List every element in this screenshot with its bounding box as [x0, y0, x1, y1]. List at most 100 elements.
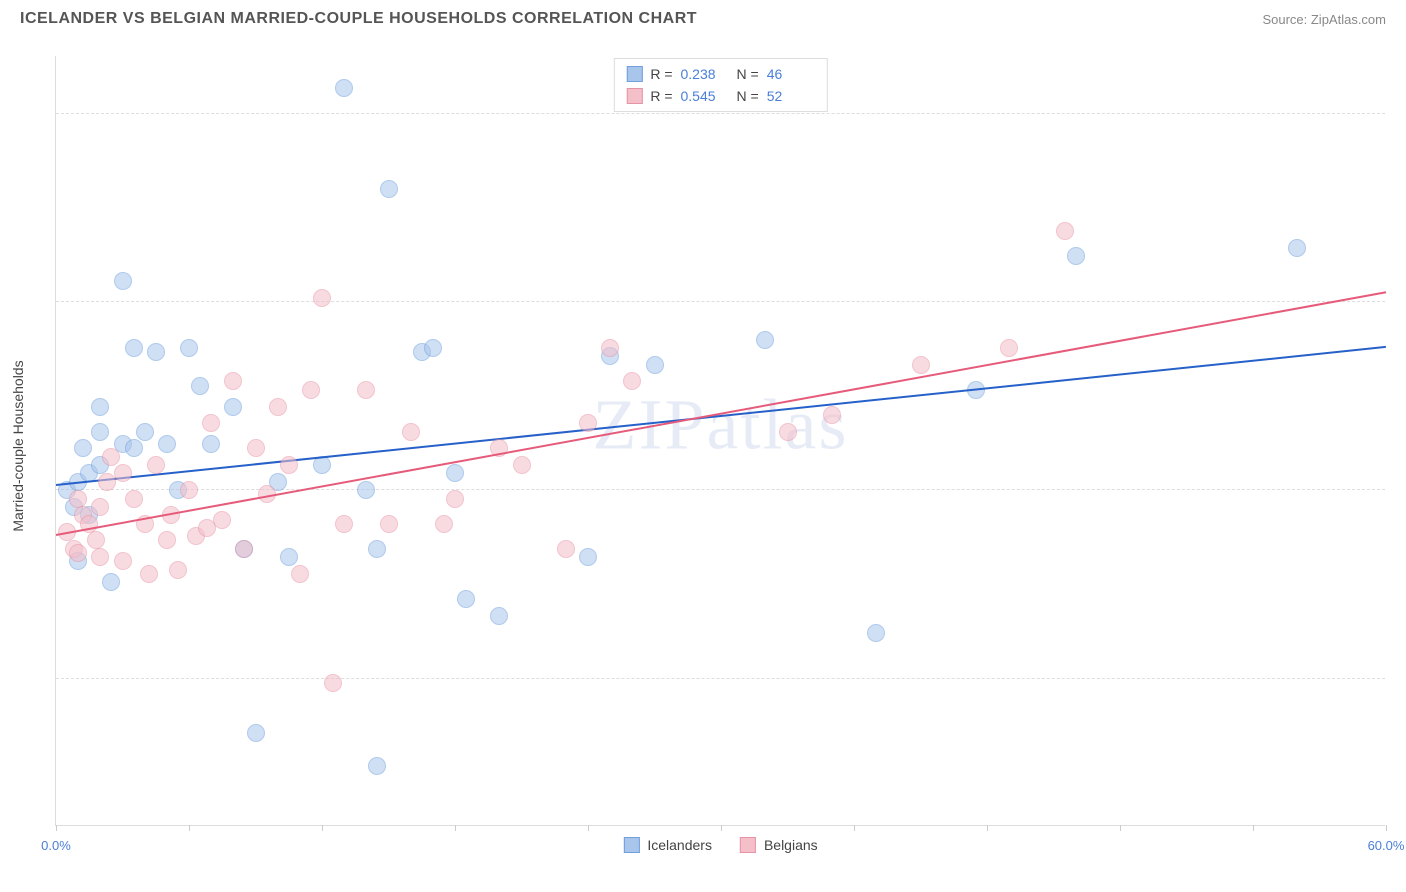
data-point — [114, 464, 132, 482]
data-point — [867, 624, 885, 642]
data-point — [247, 724, 265, 742]
data-point — [125, 439, 143, 457]
data-point — [69, 544, 87, 562]
data-point — [380, 180, 398, 198]
data-point — [623, 372, 641, 390]
n-value: 46 — [767, 63, 815, 85]
data-point — [280, 456, 298, 474]
data-point — [202, 414, 220, 432]
data-point — [457, 590, 475, 608]
y-tick-label: 32.5% — [1390, 671, 1406, 686]
r-value: 0.545 — [681, 85, 729, 107]
data-point — [180, 481, 198, 499]
data-point — [402, 423, 420, 441]
data-point — [191, 377, 209, 395]
data-point — [91, 548, 109, 566]
data-point — [280, 548, 298, 566]
data-point — [579, 548, 597, 566]
x-tick — [189, 825, 190, 831]
data-point — [114, 552, 132, 570]
data-point — [158, 531, 176, 549]
data-point — [87, 531, 105, 549]
x-tick-label: 0.0% — [41, 838, 71, 853]
data-point — [125, 339, 143, 357]
data-point — [140, 565, 158, 583]
legend-series: Icelanders Belgians — [623, 837, 817, 853]
x-tick — [854, 825, 855, 831]
data-point — [446, 464, 464, 482]
data-point — [136, 423, 154, 441]
r-label: R = — [650, 85, 672, 107]
data-point — [180, 339, 198, 357]
data-point — [102, 573, 120, 591]
legend-stats-row: R = 0.545 N = 52 — [626, 85, 814, 107]
data-point — [335, 79, 353, 97]
legend-item: Belgians — [740, 837, 818, 853]
legend-stats-box: R = 0.238 N = 46R = 0.545 N = 52 — [613, 58, 827, 112]
x-tick — [322, 825, 323, 831]
y-tick-label: 77.5% — [1390, 294, 1406, 309]
data-point — [224, 398, 242, 416]
data-point — [147, 343, 165, 361]
x-tick — [1120, 825, 1121, 831]
data-point — [169, 561, 187, 579]
r-value: 0.238 — [681, 63, 729, 85]
data-point — [557, 540, 575, 558]
data-point — [91, 423, 109, 441]
x-tick — [455, 825, 456, 831]
source-attribution: Source: ZipAtlas.com — [1262, 12, 1386, 27]
data-point — [368, 757, 386, 775]
data-point — [102, 448, 120, 466]
data-point — [1000, 339, 1018, 357]
source-prefix: Source: — [1262, 12, 1310, 27]
legend-swatch — [623, 837, 639, 853]
data-point — [579, 414, 597, 432]
data-point — [247, 439, 265, 457]
gridline — [56, 489, 1385, 490]
data-point — [646, 356, 664, 374]
data-point — [435, 515, 453, 533]
data-point — [1056, 222, 1074, 240]
legend-label: Icelanders — [647, 837, 712, 853]
n-label: N = — [737, 63, 759, 85]
data-point — [424, 339, 442, 357]
data-point — [912, 356, 930, 374]
source-link[interactable]: ZipAtlas.com — [1311, 12, 1386, 27]
data-point — [490, 607, 508, 625]
data-point — [158, 435, 176, 453]
legend-label: Belgians — [764, 837, 818, 853]
data-point — [357, 381, 375, 399]
trendline — [56, 292, 1386, 537]
data-point — [513, 456, 531, 474]
n-value: 52 — [767, 85, 815, 107]
x-tick — [721, 825, 722, 831]
data-point — [224, 372, 242, 390]
data-point — [313, 289, 331, 307]
data-point — [779, 423, 797, 441]
n-label: N = — [737, 85, 759, 107]
chart-plot-area: ZIPatlas R =0.238N =46R =0.545N =52 Icel… — [55, 56, 1385, 826]
data-point — [202, 435, 220, 453]
data-point — [823, 406, 841, 424]
legend-item: Icelanders — [623, 837, 712, 853]
data-point — [601, 339, 619, 357]
data-point — [1067, 247, 1085, 265]
gridline — [56, 301, 1385, 302]
data-point — [91, 398, 109, 416]
gridline — [56, 113, 1385, 114]
data-point — [335, 515, 353, 533]
y-axis-title: Married-couple Households — [10, 360, 26, 531]
x-tick — [987, 825, 988, 831]
x-tick-label: 60.0% — [1368, 838, 1405, 853]
data-point — [357, 481, 375, 499]
legend-swatch — [626, 66, 642, 82]
x-tick — [588, 825, 589, 831]
x-tick — [1386, 825, 1387, 831]
data-point — [302, 381, 320, 399]
x-tick — [56, 825, 57, 831]
legend-swatch — [626, 88, 642, 104]
data-point — [69, 490, 87, 508]
data-point — [269, 398, 287, 416]
data-point — [380, 515, 398, 533]
chart-title: ICELANDER VS BELGIAN MARRIED-COUPLE HOUS… — [20, 10, 697, 28]
